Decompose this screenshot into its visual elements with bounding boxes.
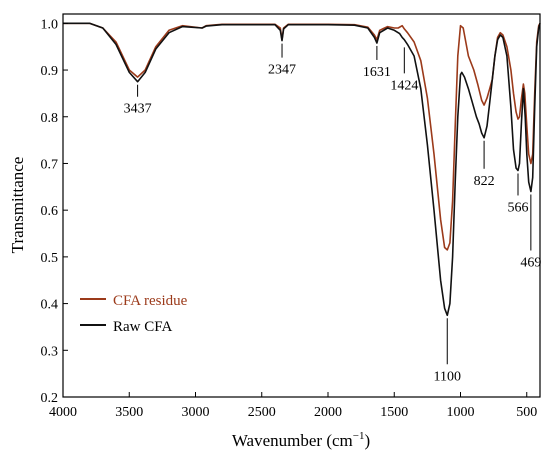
peak-label-1631: 1631 [363, 65, 391, 80]
x-tick-label: 4000 [49, 405, 77, 420]
series-line-raw-cfa [63, 22, 541, 317]
legend-label-cfa-residue: CFA residue [113, 293, 188, 309]
legend: CFA residue Raw CFA [80, 293, 188, 335]
x-tick-label: 2000 [314, 405, 342, 420]
x-tick-label: 500 [516, 405, 537, 420]
y-tick-label: 0.9 [41, 64, 59, 79]
x-tick-label: 3500 [115, 405, 143, 420]
y-tick-label: 0.4 [41, 298, 59, 313]
axis-layer: 4000 3500 3000 2500 2000 1500 1000 500 0.2 0.3 0.4… [41, 17, 538, 420]
peak-label-2347: 2347 [268, 63, 296, 78]
x-tick-label: 1000 [447, 405, 475, 420]
peak-label-822: 822 [474, 174, 495, 189]
x-axis-label-sup: −1 [353, 430, 365, 442]
y-tick-label: 0.6 [41, 204, 59, 219]
peak-label-566: 566 [508, 200, 529, 215]
peak-label-469: 469 [520, 255, 541, 270]
y-axis-label: Transmittance [8, 157, 27, 254]
y-tick-label: 0.7 [41, 157, 59, 172]
x-tick-label: 1500 [380, 405, 408, 420]
y-tick-label: 0.8 [41, 111, 59, 126]
y-tick-label: 0.2 [41, 391, 59, 406]
x-tick-label: 3000 [182, 405, 210, 420]
x-axis-label-main: Wavenumber (cm [232, 431, 353, 450]
peak-label-1424: 1424 [390, 78, 418, 93]
x-axis-label-close: ) [364, 431, 370, 450]
y-tick-label: 0.3 [41, 344, 59, 359]
legend-label-raw-cfa: Raw CFA [113, 319, 172, 335]
y-tick-label: 0.5 [41, 251, 59, 266]
x-tick-label: 2500 [248, 405, 276, 420]
series-layer [63, 22, 541, 317]
plot-frame [62, 13, 541, 398]
peak-label-1100: 1100 [434, 369, 461, 384]
y-tick-label: 1.0 [41, 17, 59, 32]
peak-label-3437: 3437 [124, 102, 152, 117]
x-axis-label: Wavenumber (cm−1) [232, 430, 370, 450]
